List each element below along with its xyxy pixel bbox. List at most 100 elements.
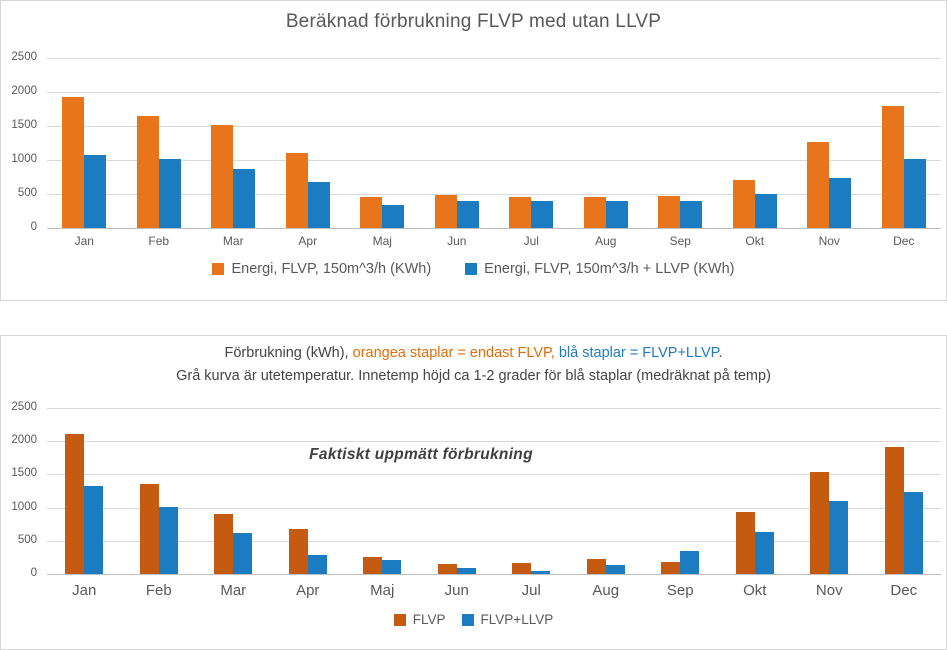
y-tick-label-2000: 2000 — [11, 85, 37, 97]
bar-flvp-mar — [211, 125, 234, 228]
legend-label: Energi, FLVP, 150m^3/h (KWh) — [231, 261, 432, 277]
legend-swatch-orange — [212, 263, 225, 275]
bar-flvp-nov — [807, 141, 830, 228]
measured-chart-annotation: Faktiskt uppmätt förbrukning — [309, 446, 533, 463]
measured-title-part: blå staplar = FLVP+LLVP — [554, 345, 719, 361]
x-tick-label-jun: Jun — [444, 582, 469, 599]
bar-flvp-llvp-apr — [307, 182, 330, 228]
bar-flvp-llvp-apr — [307, 554, 327, 574]
y-tick-label-1000: 1000 — [11, 153, 37, 165]
gridline-1500 — [47, 474, 941, 476]
x-tick-label-mar: Mar — [222, 234, 244, 248]
x-tick-label-mar: Mar — [220, 582, 247, 599]
bar-flvp-jan — [65, 433, 85, 574]
measured-chart-plot-area: 0 500 1000 1500 2000 2500 Jan Feb Mar Apr Maj Jun Ju… — [1, 336, 946, 649]
bar-flvp-jun — [434, 195, 457, 228]
bar-flvp-llvp-mar — [233, 168, 256, 228]
y-tick-label-500: 500 — [17, 533, 37, 546]
bar-flvp-apr — [285, 152, 308, 228]
bar-flvp-okt — [735, 512, 755, 574]
y-tick-label-2500: 2500 — [11, 401, 37, 413]
x-tick-label-dec: Dec — [890, 582, 918, 599]
bar-flvp-llvp-feb — [158, 506, 178, 574]
x-tick-label-okt: Okt — [745, 234, 765, 248]
bar-flvp-jul — [512, 563, 532, 574]
bar-flvp-llvp-jun — [456, 568, 476, 574]
bar-flvp-llvp-aug — [605, 565, 625, 574]
bar-flvp-maj — [363, 556, 383, 574]
x-tick-label-okt: Okt — [743, 582, 767, 599]
gridline-2500 — [47, 58, 941, 59]
legend-item-flvp-llvp: FLVP+LLVP — [461, 612, 554, 627]
measured-chart-title-line2: Grå kurva är utetemperatur. Innetemp höj… — [176, 368, 771, 384]
bar-flvp-llvp-feb — [158, 159, 181, 228]
bar-flvp-llvp-aug — [605, 200, 628, 228]
legend-label: FLVP — [412, 612, 446, 627]
gridline-2000 — [47, 441, 941, 443]
gridline-500 — [47, 194, 941, 195]
gridline-500 — [47, 540, 941, 542]
x-tick-label-aug: Aug — [595, 234, 617, 248]
bar-flvp-llvp-dec — [903, 158, 926, 228]
x-tick-label-maj: Maj — [372, 234, 392, 248]
bar-flvp-feb — [136, 115, 159, 228]
y-tick-label-1000: 1000 — [11, 500, 37, 513]
calculated-chart-title: Beräknad förbrukning FLVP med utan LLVP — [285, 11, 662, 32]
bar-flvp-llvp-nov — [829, 177, 852, 228]
legend-item-flvp: Energi, FLVP, 150m^3/h (KWh) — [212, 261, 431, 277]
x-tick-label-jan: Jan — [72, 582, 97, 599]
gridline-1000 — [47, 507, 941, 509]
measured-title-part: . — [718, 345, 723, 361]
measured-title-part: orangea staplar = endast FLVP, — [352, 345, 555, 361]
x-tick-label-jul: Jul — [523, 234, 539, 248]
bar-flvp-llvp-jul — [531, 570, 551, 574]
calculated-chart-plot-area: 0 500 1000 1500 2000 2500 Jan Feb Mar Apr Maj Jun Ju… — [1, 1, 946, 300]
calculated-chart-legend: Energi, FLVP, 150m^3/h (KWh) Energi, FLVP… — [1, 261, 946, 277]
bar-flvp-llvp-okt — [754, 194, 777, 228]
gridline-2000 — [47, 92, 941, 93]
x-tick-label-jun: Jun — [447, 234, 467, 248]
legend-item-flvp-llvp: Energi, FLVP, 150m^3/h + LLVP (KWh) — [465, 261, 735, 277]
bar-flvp-nov — [810, 471, 830, 574]
y-tick-label-0: 0 — [30, 567, 37, 579]
bar-flvp-llvp-maj — [382, 560, 402, 574]
y-tick-label-2000: 2000 — [11, 434, 37, 447]
bar-flvp-jan — [62, 96, 85, 228]
bar-flvp-okt — [732, 180, 755, 228]
x-tick-label-feb: Feb — [148, 234, 170, 248]
x-tick-label-apr: Apr — [296, 582, 320, 599]
x-tick-label-sep: Sep — [666, 582, 694, 599]
bar-flvp-dec — [881, 106, 904, 228]
bar-flvp-llvp-sep — [680, 550, 700, 574]
legend-swatch-orange — [393, 613, 406, 626]
x-tick-label-aug: Aug — [592, 582, 620, 599]
bar-flvp-jun — [437, 564, 457, 574]
bar-flvp-aug — [583, 197, 606, 228]
bar-flvp-sep — [661, 562, 681, 574]
measured-chart-title-line1: Förbrukning (kWh), orangea staplar = end… — [1, 345, 946, 361]
measured-chart-legend: FLVP FLVP+LLVP — [1, 612, 946, 627]
legend-swatch-blue — [461, 613, 474, 626]
bar-flvp-llvp-jan — [84, 154, 107, 228]
bar-flvp-llvp-nov — [829, 500, 849, 574]
x-tick-label-jan: Jan — [74, 234, 94, 248]
bar-flvp-apr — [288, 528, 308, 574]
bar-flvp-dec — [884, 447, 904, 574]
bar-flvp-maj — [360, 197, 383, 228]
bar-flvp-llvp-dec — [903, 491, 923, 574]
y-tick-label-1500: 1500 — [11, 119, 37, 131]
y-tick-label-1500: 1500 — [11, 467, 37, 480]
calculated-consumption-chart-panel: Beräknad förbrukning FLVP med utan LLVP … — [0, 0, 947, 301]
legend-item-flvp: FLVP — [393, 612, 446, 627]
measured-title-part: Förbrukning (kWh), — [224, 345, 353, 361]
legend-label: FLVP+LLVP — [480, 612, 554, 627]
x-tick-label-nov: Nov — [818, 234, 840, 248]
bar-flvp-mar — [214, 513, 234, 574]
gridline-0 — [47, 228, 941, 229]
measured-consumption-chart-panel: Förbrukning (kWh), orangea staplar = end… — [0, 335, 947, 650]
x-tick-label-apr: Apr — [298, 234, 318, 248]
bar-flvp-sep — [658, 196, 681, 228]
gridline-0 — [47, 574, 941, 575]
legend-label: Energi, FLVP, 150m^3/h + LLVP (KWh) — [484, 261, 735, 277]
x-tick-label-maj: Maj — [370, 582, 395, 599]
